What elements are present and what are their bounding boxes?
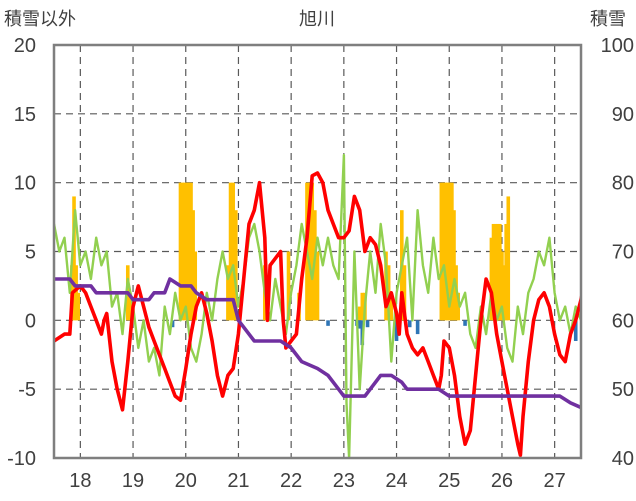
orange-bar [307, 182, 312, 321]
purple-line-series [54, 277, 581, 410]
orange-bar [286, 251, 291, 321]
orange-bar [185, 182, 189, 321]
orange-bar [502, 265, 506, 321]
y-right-tick-label: 90 [612, 104, 634, 126]
blue-bar [415, 320, 420, 335]
x-tick-label: 27 [544, 470, 566, 492]
orange-bar [493, 223, 498, 321]
y-right-tick-labels: 100 90 80 70 60 50 40 [601, 35, 634, 470]
orange-bar [357, 306, 362, 321]
y-right-tick-label: 100 [601, 35, 634, 57]
y-right-tick-label: 80 [612, 173, 634, 195]
orange-bar [178, 182, 183, 321]
orange-bar [182, 182, 187, 321]
orange-bar [360, 292, 365, 321]
orange-bar [189, 182, 193, 321]
orange-bar [445, 182, 450, 321]
green-line-series [54, 153, 581, 458]
orange-bar [191, 210, 195, 321]
x-tick-label: 21 [227, 470, 249, 492]
x-tick-label: 24 [385, 470, 407, 492]
orange-bar [500, 251, 504, 321]
orange-bar [441, 182, 446, 321]
x-tick-labels: 18 19 20 21 22 23 24 25 26 27 [69, 470, 566, 492]
red-line-series [54, 171, 581, 458]
blue-bar [365, 320, 370, 328]
orange-bar [315, 251, 320, 321]
orange-bar [76, 292, 81, 321]
orange-bar [506, 196, 511, 321]
orange-bar [504, 223, 508, 321]
orange-bar [447, 182, 452, 321]
y-left-tick-label: 20 [14, 35, 36, 57]
x-tick-label: 18 [69, 470, 91, 492]
orange-bar [193, 251, 198, 321]
orange-bar [228, 182, 233, 321]
orange-bar [452, 210, 456, 321]
orange-bar [74, 265, 78, 321]
x-tick-label: 25 [438, 470, 460, 492]
x-tick-label: 26 [491, 470, 513, 492]
orange-bar [450, 182, 454, 321]
y-left-tick-labels: 20 15 10 5 0 -5 -10 [7, 35, 36, 470]
x-tick-label: 19 [122, 470, 144, 492]
orange-bar [498, 223, 502, 321]
y-right-tick-label: 70 [612, 242, 634, 264]
blue-bar [170, 320, 175, 328]
orange-bar [231, 182, 235, 321]
orange-bar [439, 182, 444, 321]
plot-frame [52, 43, 583, 460]
y-left-axis-label: 積雪以外 [4, 9, 76, 30]
y-left-tick-label: 0 [25, 310, 36, 332]
orange-bar [389, 292, 394, 321]
blue-bar [573, 320, 578, 341]
orange-bar [226, 265, 230, 321]
orange-bar [234, 210, 238, 321]
blue-bar [394, 320, 399, 341]
y-left-tick-label: -5 [18, 379, 36, 401]
orange-bar [491, 223, 496, 321]
orange-bar [187, 182, 191, 321]
line-series-group [54, 153, 581, 458]
x-tick-label: 20 [175, 470, 197, 492]
y-left-tick-label: 5 [25, 242, 36, 264]
blue-bar [326, 320, 330, 326]
orange-bar [180, 182, 185, 321]
blue-bar [357, 320, 362, 329]
y-right-tick-label: 40 [612, 448, 634, 470]
y-left-tick-label: 15 [14, 104, 36, 126]
chart-title: 旭川 [299, 9, 335, 30]
orange-bar [128, 292, 132, 321]
y-left-tick-label: -10 [7, 448, 36, 470]
orange-bar [443, 182, 448, 321]
y-right-tick-label: 60 [612, 310, 634, 332]
y-right-axis-label: 積雪 [590, 9, 626, 30]
orange-bar [456, 292, 461, 321]
orange-bar [489, 237, 494, 321]
orange-bar [310, 182, 315, 321]
blue-bar [407, 320, 412, 328]
y-left-tick-label: 10 [14, 173, 36, 195]
y-right-tick-label: 50 [612, 379, 634, 401]
x-tick-label: 23 [333, 470, 355, 492]
orange-bar [495, 223, 500, 321]
orange-bar [402, 265, 407, 321]
x-tick-label: 22 [280, 470, 302, 492]
blue-bar [463, 320, 467, 326]
orange-bar [72, 196, 76, 321]
